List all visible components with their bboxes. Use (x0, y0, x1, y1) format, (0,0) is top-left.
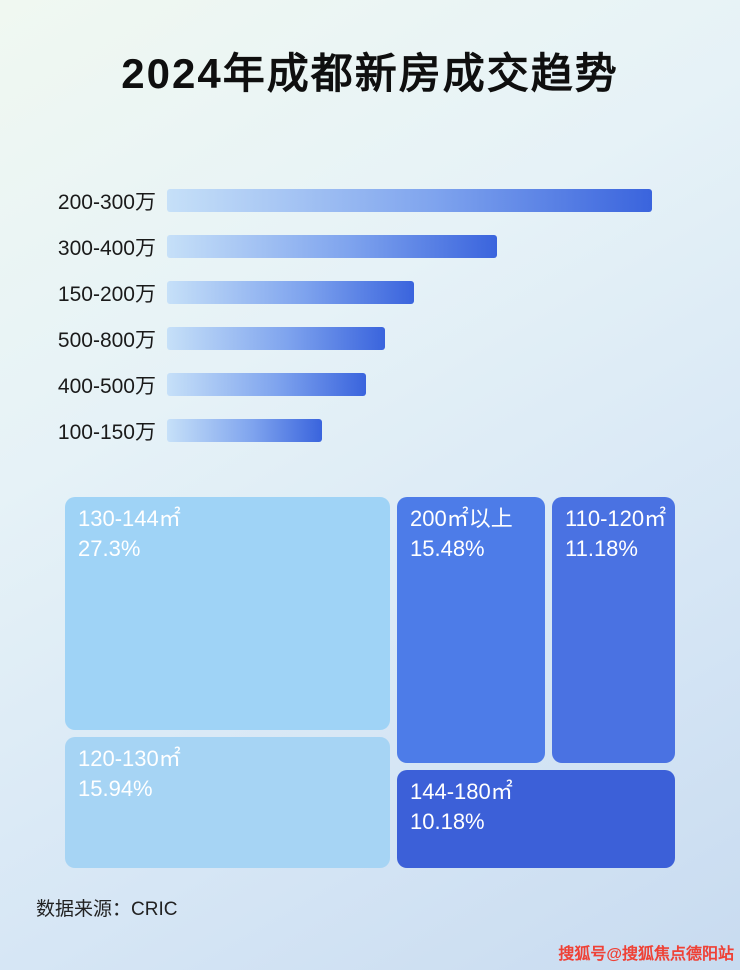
data-source: 数据来源：CRIC (36, 899, 178, 920)
bar-row: 400-500万 (0, 373, 740, 398)
bar-row: 500-800万 (0, 327, 740, 352)
treemap-cell-value: 15.48% (410, 535, 485, 561)
bar (167, 327, 385, 350)
bar-row: 200-300万 (0, 189, 740, 214)
treemap-cell: 110-120㎡ 11.18% (552, 497, 675, 763)
bar-row: 300-400万 (0, 235, 740, 260)
bar-category-label: 200-300万 (57, 190, 156, 214)
treemap-cell-value: 15.94% (78, 775, 153, 801)
bar-category-label: 300-400万 (57, 236, 156, 260)
treemap-cell: 120-130㎡ 15.94% (65, 737, 390, 868)
treemap-cell-label: 120-130㎡ (78, 746, 181, 771)
bar (167, 373, 366, 396)
bar-row: 150-200万 (0, 281, 740, 306)
treemap-cell: 144-180㎡ 10.18% (397, 770, 675, 868)
bar (167, 235, 497, 258)
treemap-cell-label: 144-180㎡ (410, 779, 513, 804)
watermark: 搜狐号@搜狐焦点德阳站 (558, 946, 734, 963)
treemap-cell-value: 10.18% (410, 808, 485, 834)
bar-row: 100-150万 (0, 419, 740, 444)
treemap-cell-label: 200㎡以上 (410, 506, 513, 531)
treemap-cell: 200㎡以上 15.48% (397, 497, 545, 763)
treemap-cell-value: 27.3% (78, 535, 141, 561)
bar-chart: 200-300万 300-400万 150-200万 500-800万 400-500万… (0, 189, 740, 465)
bar-category-label: 100-150万 (57, 420, 156, 444)
page-title: 2024年成都新房成交趋势 (121, 50, 619, 97)
treemap-cell-label: 130-144㎡ (78, 506, 181, 531)
bar-category-label: 500-800万 (57, 328, 156, 352)
treemap-cell: 130-144㎡ 27.3% (65, 497, 390, 730)
bar (167, 189, 652, 212)
bar (167, 419, 322, 442)
treemap-cell-value: 11.18% (565, 535, 638, 561)
bar-category-label: 150-200万 (57, 282, 156, 306)
bar (167, 281, 414, 304)
bar-category-label: 400-500万 (57, 374, 156, 398)
treemap-cell-label: 110-120㎡ (565, 506, 667, 531)
treemap-chart: 130-144㎡ 27.3% 200㎡以上 15.48% 110-120㎡ 11.18% 1… (65, 497, 675, 868)
